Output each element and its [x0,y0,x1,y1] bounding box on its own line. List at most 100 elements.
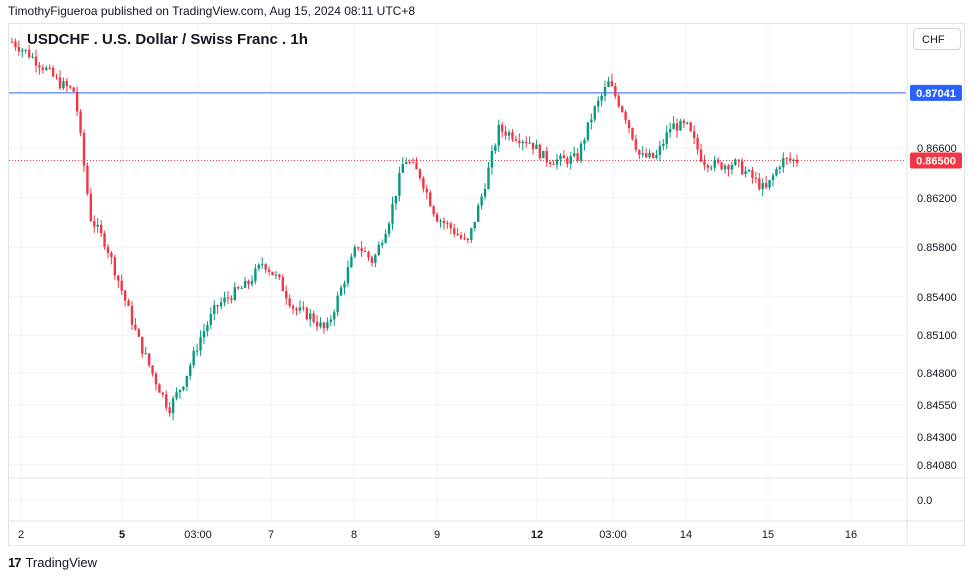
candle-body [24,49,27,51]
candle-body [761,182,764,189]
candle-body [336,295,339,313]
candle-body [357,247,360,249]
candle-body [387,223,391,234]
candle-body [288,298,291,306]
candle-body [610,81,614,87]
candle-body [381,243,384,245]
candle-body [521,141,524,144]
candle-body [668,129,672,133]
candle-body [21,50,24,52]
candle-body [360,248,363,251]
candle-body [27,49,31,58]
candle-body [405,162,408,165]
candle-body [730,164,734,170]
candle-body [442,220,446,224]
candle-body [374,255,377,263]
candle-body [182,386,185,390]
candle-body [254,268,257,282]
footer-brand[interactable]: 17 TradingView [8,555,97,570]
candle-body [103,233,106,247]
candle-body [14,41,17,48]
candle-body [161,392,165,395]
candle-body [758,178,761,189]
candle-body [696,138,699,150]
candle-body [333,312,336,320]
candle-body [782,158,785,168]
candle-body [96,224,99,227]
last-price-label: 0.86500 [916,156,956,168]
candle-body [480,196,483,206]
y-tick-label: 0.84550 [917,400,957,412]
candle-body [185,375,189,387]
candle-body [662,143,665,147]
brand-name: TradingView [25,555,98,570]
candle-body [199,337,202,351]
horizontal-level-label: 0.87041 [916,88,956,100]
candle-body [384,233,387,244]
candle-body [151,365,154,374]
candle-body [339,287,343,296]
candle-body [548,162,552,164]
chart-frame[interactable] [8,23,965,546]
candle-body [483,188,487,197]
y-tick-label: 0.84800 [917,368,957,380]
candle-body [158,384,161,393]
candle-body [600,95,603,101]
candle-body [65,81,69,87]
candle-body [617,96,620,107]
candle-body [226,297,230,299]
candle-body [716,159,720,163]
candle-body [449,223,452,229]
candle-body [312,313,315,322]
candle-body [795,159,799,163]
candle-body [723,165,727,170]
candle-body [651,152,655,158]
candle-body [542,150,545,159]
candle-body [123,290,127,301]
candle-body [614,86,617,97]
x-tick-label: 03:00 [184,529,212,541]
candle-body [209,314,213,325]
candle-body [367,251,370,258]
candle-body [230,298,233,300]
candle-body [778,167,782,170]
candle-body [154,373,158,385]
candle-body [672,123,675,130]
candle-body [631,127,634,140]
candle-body [562,155,566,159]
candle-body [117,275,120,281]
candle-body [504,131,507,136]
candle-body [545,150,548,163]
candle-body [422,178,425,189]
candle-body [89,193,93,222]
candle-body [514,139,518,141]
candle-body [607,81,610,87]
candle-body [350,256,353,268]
candle-body [425,188,428,193]
x-tick-label: 03:00 [599,529,627,541]
candle-body [634,139,638,150]
candle-body [240,287,243,289]
x-tick-label: 9 [434,529,440,541]
candle-body [408,162,411,164]
candle-body [538,144,542,159]
candle-body [477,205,480,222]
candle-body [195,350,199,352]
candle-body [398,172,401,196]
candle-body [113,257,117,276]
candle-body [744,171,747,175]
candle-body [737,159,740,162]
candle-body [315,321,319,327]
candle-body [528,142,531,144]
candle-body [511,132,514,140]
candle-body [699,149,703,162]
candle-body [329,319,332,323]
candle-body [295,308,298,311]
candle-body [456,233,459,236]
candle-body [281,277,285,292]
y-tick-label: 0.84080 [917,460,957,472]
candle-body [415,162,418,170]
currency-selector[interactable]: CHF [913,28,961,50]
publish-info: TimothyFigueroa published on TradingView… [8,4,416,18]
